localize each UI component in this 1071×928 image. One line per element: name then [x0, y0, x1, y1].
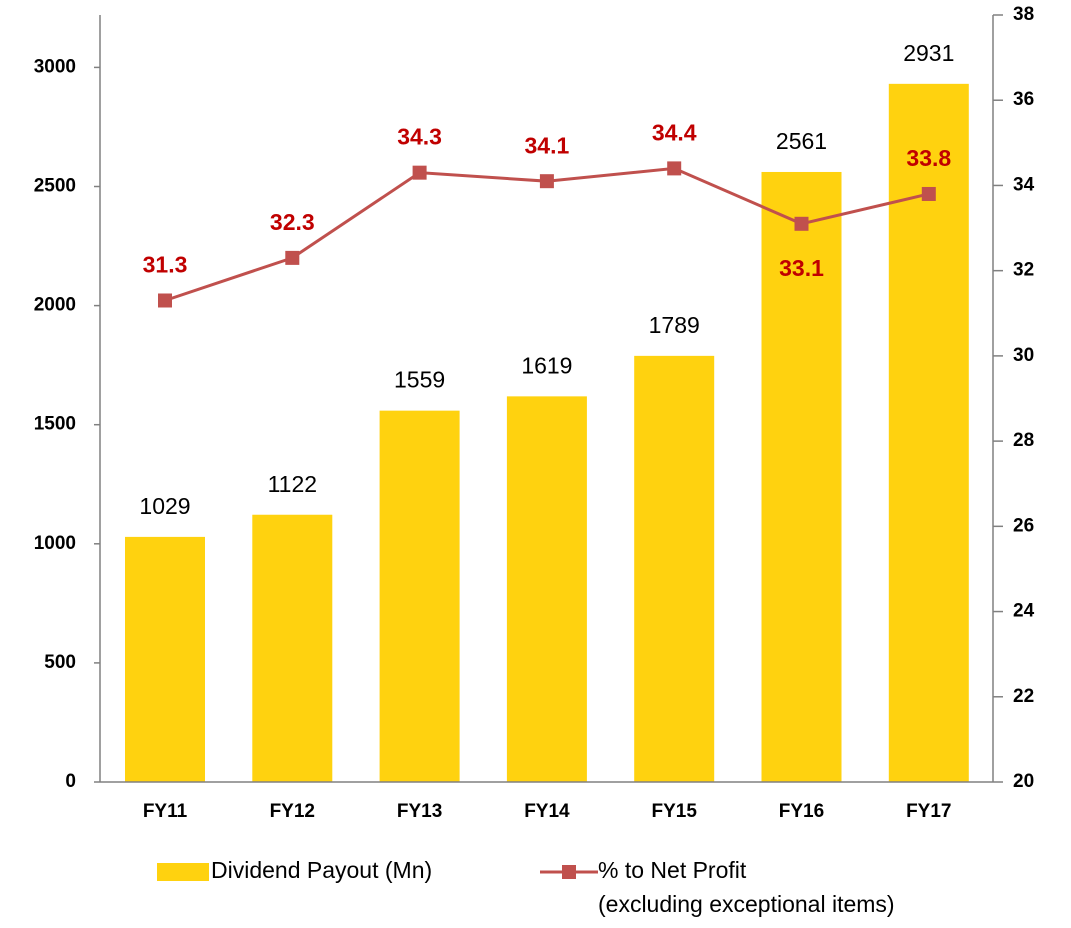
x-tick-label: FY12	[270, 801, 315, 822]
x-tick-label: FY13	[397, 801, 442, 822]
line-label: 34.1	[525, 132, 570, 158]
y2-tick-label: 26	[1013, 515, 1034, 536]
y2-tick-label: 28	[1013, 430, 1034, 451]
y2-tick-label: 30	[1013, 345, 1034, 366]
bar-label: 1029	[139, 493, 190, 519]
y2-tick-label: 38	[1013, 4, 1034, 25]
x-tick-label: FY14	[524, 801, 570, 822]
legend-label: % to Net Profit (excluding exceptional it…	[598, 857, 895, 917]
y-tick-label: 2000	[34, 295, 76, 316]
line-label: 34.4	[652, 119, 697, 145]
line-label: 31.3	[143, 252, 188, 278]
y2-tick-label: 24	[1013, 601, 1035, 622]
y-tick-label: 1000	[34, 533, 76, 554]
bar-label: 2561	[776, 128, 827, 154]
line-label: 34.3	[397, 124, 442, 150]
y2-tick-label: 22	[1013, 686, 1034, 707]
line-marker	[158, 293, 172, 308]
bar-label: 1559	[394, 367, 445, 393]
legend-label: Dividend Payout (Mn)	[211, 857, 432, 883]
legend-marker	[562, 865, 576, 879]
y2-tick-label: 36	[1013, 89, 1034, 110]
line-marker	[667, 161, 682, 176]
x-tick-label: FY11	[143, 801, 188, 822]
x-tick-label: FY16	[779, 801, 824, 822]
y-tick-label: 500	[44, 652, 76, 673]
y2-tick-label: 20	[1013, 771, 1034, 792]
y-tick-label: 3000	[34, 56, 76, 77]
line-marker	[412, 165, 427, 180]
bar	[761, 171, 842, 783]
bar-label: 1619	[521, 352, 572, 378]
line-marker	[285, 250, 300, 265]
y-tick-label: 2500	[34, 176, 76, 197]
x-tick-label: FY15	[651, 801, 697, 822]
bar-label: 2931	[903, 40, 954, 66]
bar	[125, 536, 205, 782]
line-marker	[539, 174, 554, 189]
bar-label: 1789	[649, 312, 700, 338]
line-label: 32.3	[270, 209, 315, 235]
bar-label: 1122	[268, 471, 317, 497]
x-tick-label: FY17	[906, 801, 951, 822]
line-marker	[794, 216, 809, 231]
y-tick-label: 1500	[34, 414, 76, 435]
line-label: 33.8	[906, 145, 951, 171]
bar	[252, 514, 333, 782]
line-label: 33.1	[779, 255, 824, 281]
bar	[506, 396, 587, 782]
y2-tick-label: 32	[1013, 260, 1034, 281]
y2-tick-label: 34	[1013, 174, 1035, 195]
y-tick-label: 0	[65, 771, 76, 792]
legend-swatch	[157, 863, 209, 881]
line-marker	[921, 186, 936, 201]
bar	[379, 410, 460, 782]
bar	[634, 355, 715, 782]
